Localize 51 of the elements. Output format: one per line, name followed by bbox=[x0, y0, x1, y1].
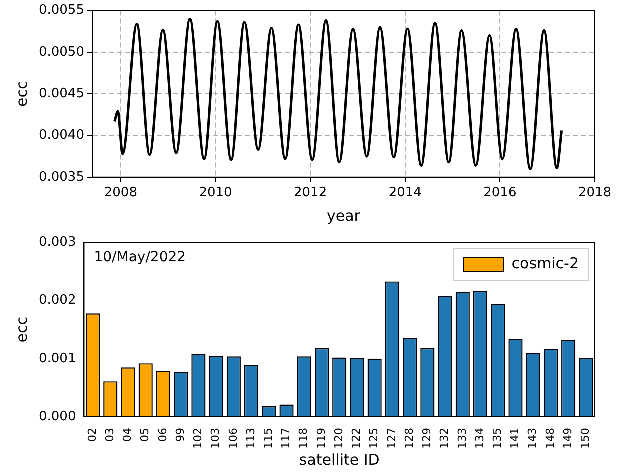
y-tick-label: 0.001 bbox=[39, 351, 76, 366]
x-tick-label: 2014 bbox=[388, 186, 422, 201]
y-tick-label: 0.000 bbox=[39, 409, 76, 424]
y-tick-label: 0.0035 bbox=[38, 170, 84, 185]
x-tick-label: 04 bbox=[121, 428, 134, 442]
x-tick-label: 03 bbox=[103, 428, 116, 442]
x-tick-label: 120 bbox=[332, 428, 346, 450]
legend-label: cosmic-2 bbox=[512, 254, 580, 273]
x-tick-label: 118 bbox=[297, 428, 310, 450]
x-tick-label: 106 bbox=[226, 428, 240, 450]
x-tick-label: 129 bbox=[420, 428, 434, 450]
x-tick-label: 99 bbox=[174, 428, 187, 442]
x-tick-label: 06 bbox=[156, 428, 170, 442]
y-axis-title: ecc bbox=[12, 81, 31, 107]
x-tick-label: 119 bbox=[314, 428, 328, 450]
x-tick-label: 148 bbox=[544, 428, 557, 450]
x-tick-label: 122 bbox=[350, 428, 364, 450]
x-tick-label: 132 bbox=[438, 428, 452, 450]
x-tick-label: 2018 bbox=[578, 186, 612, 201]
y-tick-label: 0.0040 bbox=[38, 128, 84, 144]
x-tick-label: 128 bbox=[402, 428, 416, 450]
x-tick-label: 117 bbox=[280, 428, 293, 450]
x-axis-title: year bbox=[327, 206, 362, 225]
x-axis-title: satellite ID bbox=[299, 450, 380, 469]
y-tick-label: 0.002 bbox=[39, 293, 76, 308]
y-tick-label: 0.0050 bbox=[38, 44, 84, 60]
x-tick-label: 2012 bbox=[294, 186, 328, 201]
x-tick-label: 150 bbox=[579, 428, 592, 450]
x-tick-label: 113 bbox=[244, 428, 258, 450]
x-tick-label: 125 bbox=[368, 428, 381, 450]
y-tick-label: 0.0045 bbox=[38, 86, 84, 102]
x-tick-label: 2008 bbox=[104, 186, 138, 201]
x-tick-label: 134 bbox=[473, 428, 486, 450]
y-axis-title: ecc bbox=[12, 317, 31, 343]
x-tick-label: 102 bbox=[192, 428, 205, 450]
x-tick-label: 2010 bbox=[199, 186, 232, 201]
x-tick-label: 103 bbox=[209, 428, 222, 450]
y-tick-label: 0.0055 bbox=[38, 3, 84, 18]
x-tick-label: 133 bbox=[456, 428, 469, 450]
x-tick-label: 02 bbox=[86, 428, 99, 442]
x-tick-label: 115 bbox=[262, 428, 276, 450]
x-tick-label: 135 bbox=[490, 428, 504, 450]
x-tick-label: 143 bbox=[526, 428, 540, 450]
x-tick-label: 127 bbox=[385, 428, 398, 450]
x-tick-label: 141 bbox=[508, 428, 522, 450]
x-tick-label: 2016 bbox=[484, 186, 517, 201]
y-tick-label: 0.003 bbox=[39, 235, 76, 250]
x-tick-label: 149 bbox=[561, 428, 574, 450]
line-series bbox=[114, 18, 564, 170]
x-tick-label: 05 bbox=[138, 428, 152, 442]
annotation: 10/May/2022 bbox=[94, 249, 186, 266]
